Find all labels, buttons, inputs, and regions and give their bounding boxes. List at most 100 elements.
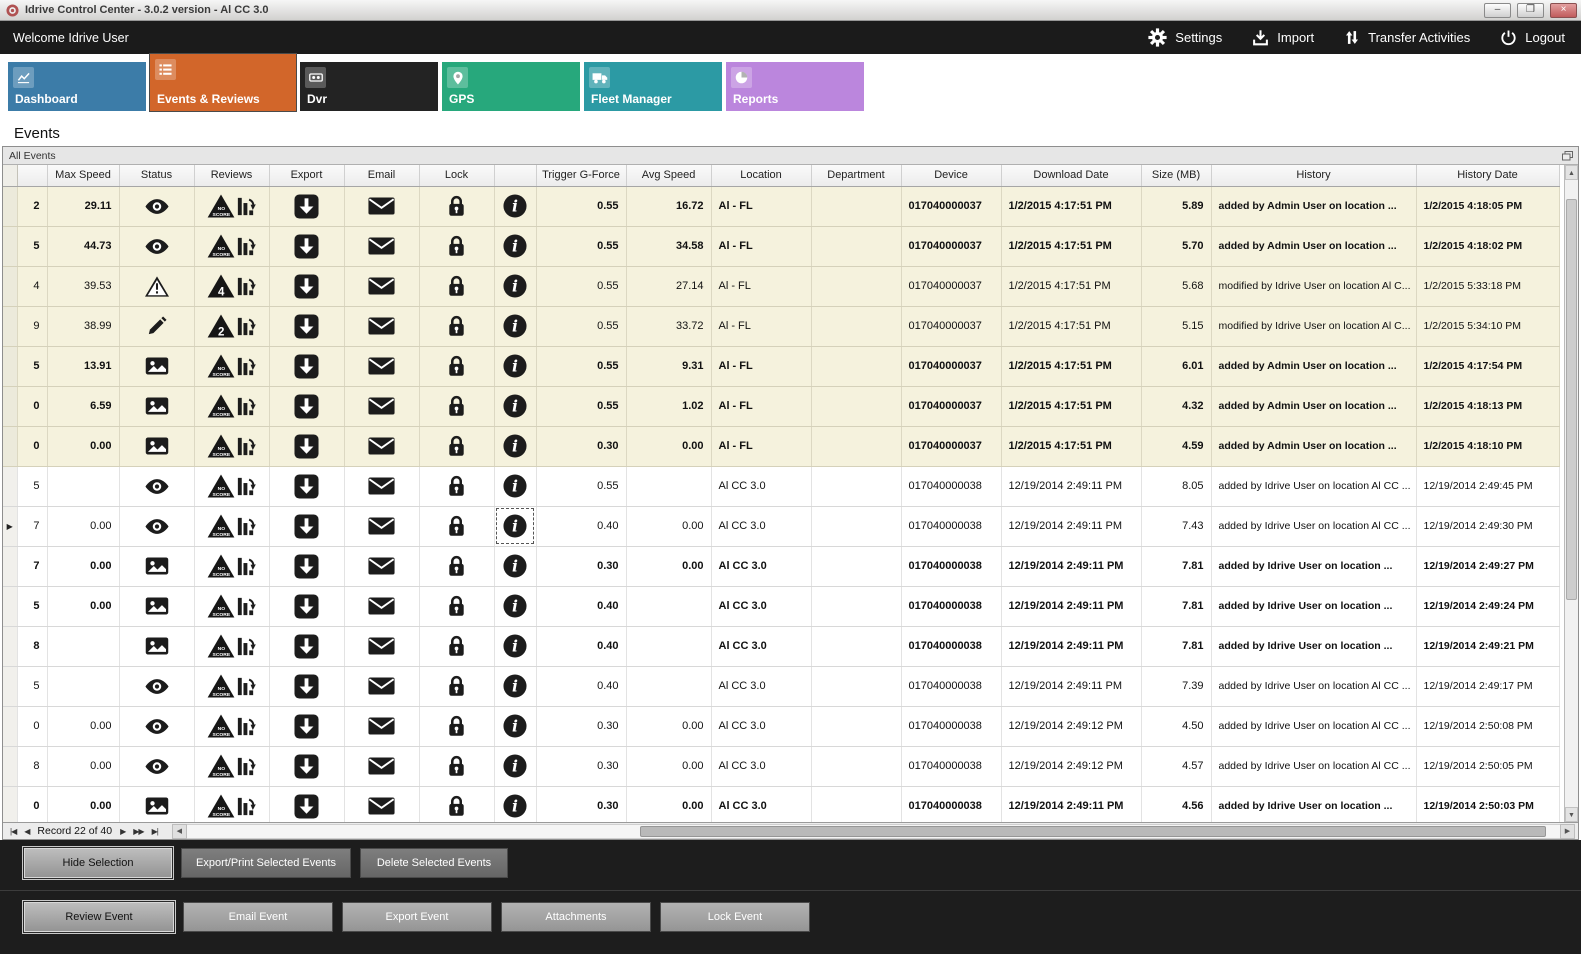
reviews-cell[interactable]: NO SCORE: [194, 666, 270, 707]
info-icon[interactable]: i: [503, 794, 527, 818]
tab-dashboard[interactable]: Dashboard: [8, 62, 146, 111]
info-icon[interactable]: i: [503, 434, 527, 458]
minimize-button[interactable]: –: [1484, 2, 1511, 18]
email-icon[interactable]: [368, 437, 395, 455]
export-icon[interactable]: [294, 793, 319, 819]
event-row[interactable]: 5 NO SCORE i 0.55 Al CC 3.0 017040000038 12/19/…: [3, 466, 1560, 507]
reviews-cell[interactable]: NO SCORE: [194, 786, 270, 822]
review-chart-icon[interactable]: [237, 556, 256, 577]
lock-icon[interactable]: [448, 195, 465, 217]
export-cell[interactable]: [269, 586, 345, 627]
review-chart-icon[interactable]: [237, 356, 256, 377]
review-score-badge-icon[interactable]: NO SCORE: [207, 474, 235, 498]
delete-selected-events-button[interactable]: Delete Selected Events: [360, 848, 509, 878]
event-row[interactable]: 9 38.99 2 i 0.55 33.72 Al - FL 017040000037 1/2/…: [3, 306, 1560, 347]
lock-icon[interactable]: [448, 355, 465, 377]
email-icon[interactable]: [368, 557, 395, 575]
tab-dvr[interactable]: Dvr: [300, 62, 438, 111]
lock-cell[interactable]: [419, 666, 495, 707]
scroll-left-arrow-icon[interactable]: ◀: [171, 823, 187, 839]
status-cell[interactable]: [119, 506, 195, 547]
event-row[interactable]: 5 13.91 NO SCORE i 0.55 9.31 Al - FL 01704000003…: [3, 346, 1560, 387]
vertical-scrollbar-thumb[interactable]: [1566, 198, 1577, 601]
reviews-cell[interactable]: NO SCORE: [194, 626, 270, 667]
lock-cell[interactable]: [419, 426, 495, 467]
info-icon[interactable]: i: [503, 594, 527, 618]
review-chart-icon[interactable]: [237, 316, 256, 337]
lock-cell[interactable]: [419, 626, 495, 667]
lock-icon[interactable]: [448, 755, 465, 777]
review-chart-icon[interactable]: [237, 516, 256, 537]
event-row[interactable]: 0 0.00 NO SCORE i 0.30 0.00 Al CC 3.0 0170400000…: [3, 786, 1560, 822]
reviews-cell[interactable]: NO SCORE: [194, 186, 270, 227]
email-cell[interactable]: [344, 586, 420, 627]
lock-icon[interactable]: [448, 715, 465, 737]
status-image-icon[interactable]: [145, 597, 169, 615]
column-header-max_speed[interactable]: Max Speed: [47, 165, 120, 187]
info-cell[interactable]: i: [494, 186, 537, 227]
email-cell[interactable]: [344, 666, 420, 707]
review-score-badge-icon[interactable]: NO SCORE: [207, 514, 235, 538]
row-selector-cell[interactable]: [3, 426, 18, 467]
status-cell[interactable]: [119, 466, 195, 507]
maximize-button[interactable]: ❐: [1517, 2, 1544, 18]
column-header-lock[interactable]: Lock: [419, 165, 495, 187]
reviews-cell[interactable]: NO SCORE: [194, 746, 270, 787]
email-icon[interactable]: [368, 197, 395, 215]
row-selector-cell[interactable]: [3, 666, 18, 707]
info-cell[interactable]: i: [494, 386, 537, 427]
status-cell[interactable]: [119, 386, 195, 427]
import-button[interactable]: Import: [1252, 29, 1314, 46]
reviews-cell[interactable]: NO SCORE: [194, 586, 270, 627]
export-cell[interactable]: [269, 346, 345, 387]
email-cell[interactable]: [344, 746, 420, 787]
export-icon[interactable]: [294, 473, 319, 499]
lock-cell[interactable]: [419, 746, 495, 787]
review-score-badge-icon[interactable]: NO SCORE: [207, 394, 235, 418]
email-icon[interactable]: [368, 677, 395, 695]
next-page-button[interactable]: ▶▶: [133, 826, 144, 836]
row-selector-cell[interactable]: [3, 746, 18, 787]
email-cell[interactable]: [344, 306, 420, 347]
row-selector-cell[interactable]: [3, 626, 18, 667]
reviews-cell[interactable]: 4: [194, 266, 270, 307]
export-icon[interactable]: [294, 713, 319, 739]
event-row[interactable]: 5 44.73 NO SCORE i 0.55 34.58 Al - FL 0170400000…: [3, 226, 1560, 267]
email-icon[interactable]: [368, 357, 395, 375]
prev-record-button[interactable]: ◀: [24, 826, 30, 836]
lock-icon[interactable]: [448, 275, 465, 297]
info-cell[interactable]: i: [494, 506, 537, 547]
lock-cell[interactable]: [419, 346, 495, 387]
review-chart-icon[interactable]: [237, 396, 256, 417]
email-cell[interactable]: [344, 226, 420, 267]
column-header-trigger[interactable]: Trigger G-Force: [536, 165, 627, 187]
email-cell[interactable]: [344, 506, 420, 547]
export-icon[interactable]: [294, 273, 319, 299]
info-icon[interactable]: i: [503, 674, 527, 698]
review-score-badge-icon[interactable]: NO SCORE: [207, 554, 235, 578]
column-header-device[interactable]: Device: [901, 165, 1002, 187]
column-header-size[interactable]: Size (MB): [1141, 165, 1212, 187]
email-cell[interactable]: [344, 546, 420, 587]
info-icon[interactable]: i: [503, 234, 527, 258]
info-cell[interactable]: i: [494, 786, 537, 822]
scroll-down-arrow-icon[interactable]: ▼: [1565, 807, 1578, 822]
row-selector-cell[interactable]: [3, 226, 18, 267]
event-row[interactable]: 8 0.00 NO SCORE i 0.30 0.00 Al CC 3.0 0170400000…: [3, 746, 1560, 787]
info-cell[interactable]: i: [494, 266, 537, 307]
export-cell[interactable]: [269, 266, 345, 307]
info-cell[interactable]: i: [494, 226, 537, 267]
status-eye-icon[interactable]: [144, 518, 169, 534]
review-score-badge-icon[interactable]: NO SCORE: [207, 674, 235, 698]
event-row[interactable]: 4 39.53 4 i 0.55 27.14 Al - FL 017040000037 1/2/…: [3, 266, 1560, 307]
reviews-cell[interactable]: 2: [194, 306, 270, 347]
column-header-edge[interactable]: [17, 165, 48, 187]
lock-cell[interactable]: [419, 586, 495, 627]
status-cell[interactable]: [119, 586, 195, 627]
export-cell[interactable]: [269, 186, 345, 227]
event-row[interactable]: 0 6.59 NO SCORE i 0.55 1.02 Al - FL 017040000037…: [3, 386, 1560, 427]
lock-cell[interactable]: [419, 186, 495, 227]
review-score-badge-icon[interactable]: NO SCORE: [207, 794, 235, 818]
row-selector-cell[interactable]: [3, 706, 18, 747]
review-score-badge-icon[interactable]: NO SCORE: [207, 594, 235, 618]
